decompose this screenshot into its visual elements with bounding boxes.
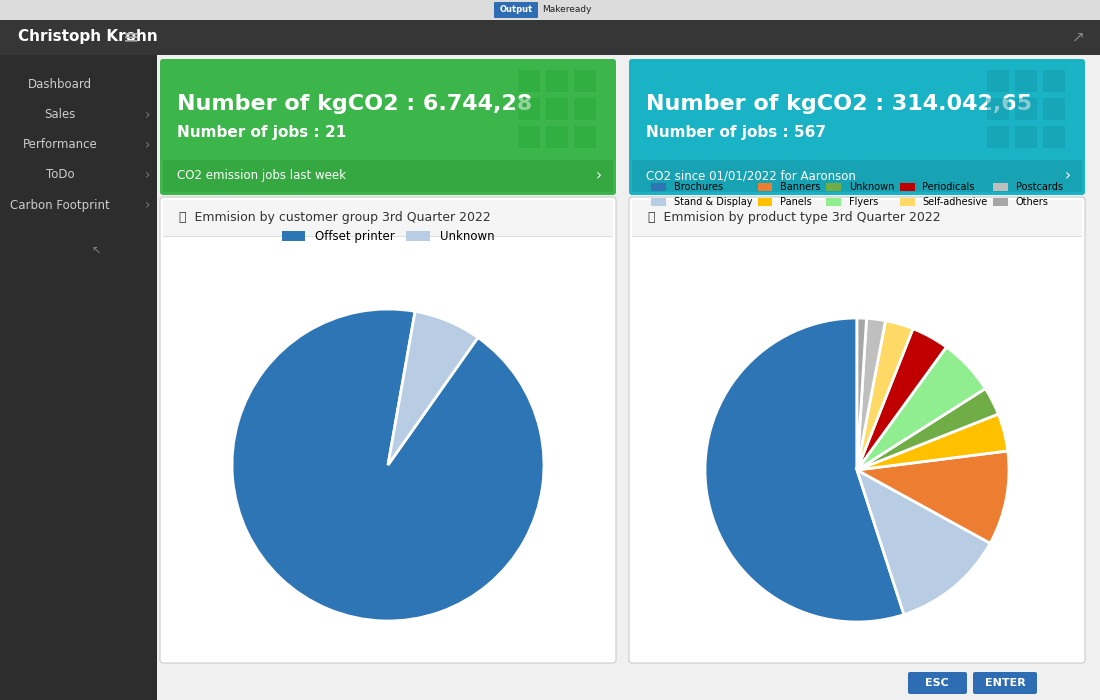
Wedge shape: [857, 347, 986, 470]
Bar: [546, 98, 568, 120]
Bar: [157, 55, 1100, 700]
Bar: [518, 98, 540, 120]
Text: Number of jobs : 567: Number of jobs : 567: [646, 125, 826, 139]
Text: Number of kgCO2 : 6.744,28: Number of kgCO2 : 6.744,28: [177, 94, 532, 114]
Text: ↗: ↗: [1071, 29, 1085, 45]
Wedge shape: [857, 321, 913, 470]
FancyBboxPatch shape: [160, 197, 616, 663]
Text: ›: ›: [145, 138, 151, 152]
Bar: [632, 236, 1082, 237]
Bar: [574, 70, 596, 92]
Text: Makeready: Makeready: [542, 6, 592, 15]
FancyBboxPatch shape: [629, 59, 1085, 195]
Bar: [518, 70, 540, 92]
Wedge shape: [857, 470, 990, 615]
Text: Number of kgCO2 : 314.042,65: Number of kgCO2 : 314.042,65: [646, 94, 1032, 114]
Text: Sales: Sales: [44, 108, 76, 122]
Bar: [0, 55, 157, 700]
Bar: [1015, 126, 1037, 148]
FancyBboxPatch shape: [160, 59, 616, 195]
Text: Christoph Krohn: Christoph Krohn: [18, 29, 157, 45]
FancyBboxPatch shape: [974, 672, 1037, 694]
Text: ›: ›: [145, 108, 151, 122]
Bar: [1043, 70, 1065, 92]
Text: 🖨  Emmision by product type 3rd Quarter 2022: 🖨 Emmision by product type 3rd Quarter 2…: [648, 211, 940, 225]
Text: CO2 since 01/01/2022 for Aaronson: CO2 since 01/01/2022 for Aaronson: [646, 169, 856, 183]
Wedge shape: [388, 312, 477, 465]
Bar: [1015, 98, 1037, 120]
Text: Performance: Performance: [23, 139, 98, 151]
Bar: [574, 98, 596, 120]
Text: ESC: ESC: [925, 678, 949, 688]
Bar: [1043, 126, 1065, 148]
Wedge shape: [705, 318, 904, 622]
FancyBboxPatch shape: [494, 2, 538, 18]
Bar: [163, 200, 613, 236]
Text: ≡: ≡: [123, 27, 140, 46]
Text: ToDo: ToDo: [46, 169, 75, 181]
Bar: [632, 200, 1082, 236]
Wedge shape: [857, 329, 946, 470]
Text: CO2 emission jobs last week: CO2 emission jobs last week: [177, 169, 346, 183]
Text: ENTER: ENTER: [984, 678, 1025, 688]
Bar: [574, 126, 596, 148]
Wedge shape: [857, 318, 867, 470]
Bar: [546, 126, 568, 148]
Wedge shape: [857, 451, 1009, 543]
Text: ›: ›: [145, 168, 151, 182]
Wedge shape: [857, 389, 999, 470]
Text: Number of jobs : 21: Number of jobs : 21: [177, 125, 346, 139]
Bar: [1043, 98, 1065, 120]
Bar: [987, 70, 1009, 92]
Legend: Brochures, Stand & Display, Banners, Panels, Unknown, Flyers, Periodicals, Self-: Brochures, Stand & Display, Banners, Pan…: [647, 178, 1067, 211]
Text: ›: ›: [596, 169, 602, 183]
Text: Carbon Footprint: Carbon Footprint: [10, 199, 110, 211]
Text: ›: ›: [145, 198, 151, 212]
FancyBboxPatch shape: [908, 672, 967, 694]
Wedge shape: [232, 309, 544, 621]
Bar: [0, 20, 1100, 55]
Bar: [163, 236, 613, 237]
Text: Output: Output: [499, 6, 532, 15]
Text: ↖: ↖: [91, 247, 101, 257]
Bar: [987, 126, 1009, 148]
Text: 🖨  Emmision by customer group 3rd Quarter 2022: 🖨 Emmision by customer group 3rd Quarter…: [179, 211, 491, 225]
FancyBboxPatch shape: [629, 197, 1085, 663]
Bar: [0, 0, 1100, 20]
Bar: [987, 98, 1009, 120]
FancyBboxPatch shape: [632, 160, 1082, 192]
Wedge shape: [857, 318, 886, 470]
FancyBboxPatch shape: [163, 160, 613, 192]
Bar: [518, 126, 540, 148]
Text: ›: ›: [1065, 169, 1071, 183]
Bar: [546, 70, 568, 92]
Legend: Offset printer, Unknown: Offset printer, Unknown: [277, 225, 499, 248]
Wedge shape: [857, 414, 1008, 470]
Text: Dashboard: Dashboard: [28, 78, 92, 92]
Bar: [1015, 70, 1037, 92]
